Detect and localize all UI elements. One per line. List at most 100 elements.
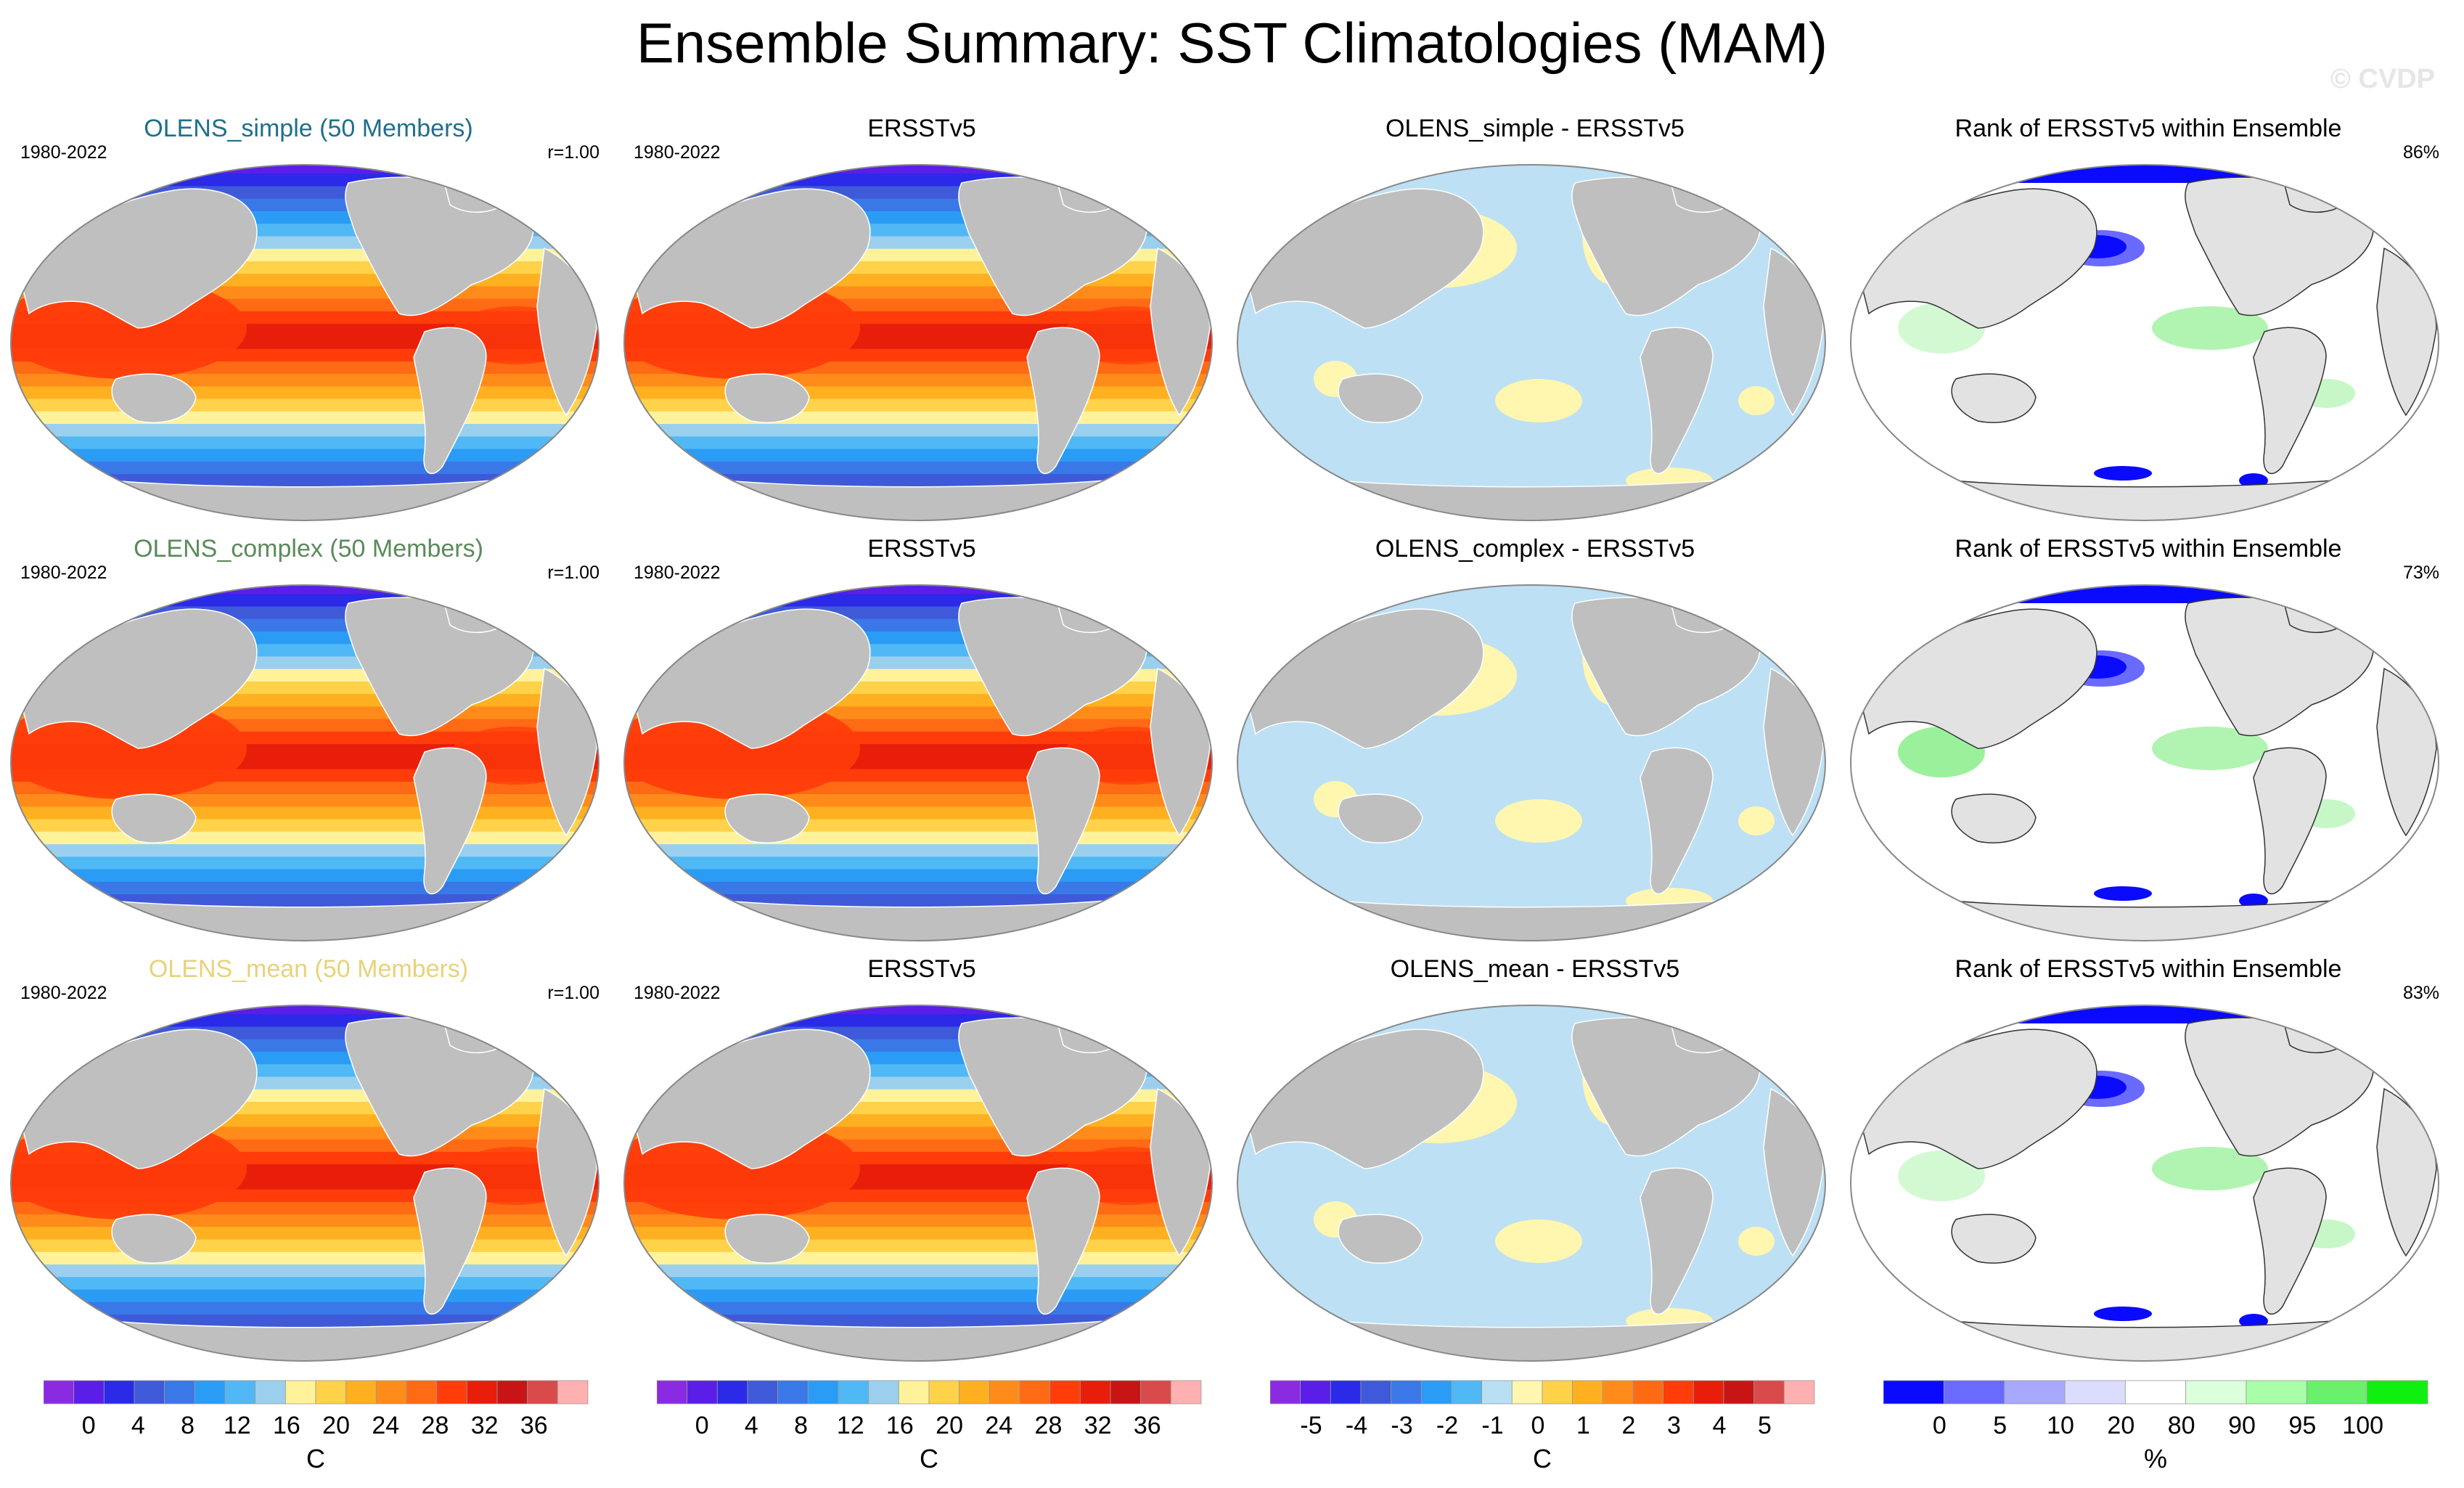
period-label: 1980-2022 xyxy=(20,142,107,163)
colorbar-swatch xyxy=(1632,1380,1664,1405)
colorbar-tick-label: 24 xyxy=(372,1412,399,1439)
colorbar-tick-label: -1 xyxy=(1481,1412,1503,1439)
rank-map xyxy=(1850,584,2439,941)
model-map xyxy=(10,1005,599,1362)
colorbar-swatch xyxy=(838,1380,869,1405)
rank-percent-label: 86% xyxy=(2402,142,2439,163)
colorbar-swatch xyxy=(1360,1380,1392,1405)
map-panel-model-row3: OLENS_mean (50 Members) 1980-2022 r=1.00 xyxy=(7,955,610,1362)
colorbar-swatch xyxy=(2246,1380,2307,1405)
colorbar-tick-label: 80 xyxy=(2168,1412,2195,1439)
colorbar-unit: C xyxy=(920,1444,938,1473)
colorbar-tick-label: 4 xyxy=(745,1412,758,1439)
colorbar-swatch xyxy=(1330,1380,1362,1405)
correlation-label: r=1.00 xyxy=(547,142,599,163)
colorbar-tick-label: 12 xyxy=(837,1412,864,1439)
rank-percent-label: 73% xyxy=(2402,563,2439,583)
colorbar-swatch xyxy=(194,1380,226,1405)
colorbar-swatch xyxy=(959,1380,990,1405)
colorbar-swatch xyxy=(2367,1380,2428,1405)
colorbar-swatch xyxy=(406,1380,438,1405)
colorbar-swatch xyxy=(164,1380,195,1405)
colorbar-tick-label: 16 xyxy=(273,1412,300,1439)
colorbar-swatch xyxy=(103,1380,135,1405)
colorbar-swatch xyxy=(1943,1380,2005,1405)
colorbar-swatch xyxy=(868,1380,899,1405)
panel-title: OLENS_complex (50 Members) xyxy=(134,535,483,563)
map-panel-model-row2: OLENS_complex (50 Members) 1980-2022 r=1.0… xyxy=(7,535,610,941)
colorbar-swatch xyxy=(1269,1380,1301,1405)
colorbar-tick-label: 0 xyxy=(1531,1412,1545,1439)
colorbar-swatch xyxy=(1391,1380,1422,1405)
map-panel-obs-row2: ERSSTv5 1980-2022 xyxy=(621,535,1223,941)
colorbar-swatch xyxy=(1420,1380,1452,1405)
colorbar-swatch xyxy=(255,1380,286,1405)
colorbar-diff: -5 -4 -3 -2 -1 0 1 2 3 4 5 C xyxy=(1269,1379,1851,1488)
colorbar-tick-label: 32 xyxy=(471,1412,499,1439)
colorbar-swatch xyxy=(1300,1380,1331,1405)
colorbar-tick-label: -4 xyxy=(1346,1412,1367,1439)
colorbar-swatch xyxy=(928,1380,960,1405)
colorbar-tick-label: 24 xyxy=(985,1412,1012,1439)
colorbar-swatch xyxy=(285,1380,316,1405)
panel-title: OLENS_complex - ERSSTv5 xyxy=(1375,535,1695,563)
colorbar-swatch xyxy=(1019,1380,1051,1405)
colorbar-unit: C xyxy=(306,1444,325,1473)
colorbar-unit: C xyxy=(1533,1444,1552,1473)
colorbar-swatch xyxy=(1542,1380,1573,1405)
colorbar-swatch xyxy=(2185,1380,2247,1405)
colorbar-swatch xyxy=(898,1380,930,1405)
colorbar-swatch xyxy=(375,1380,407,1405)
colorbar-swatch xyxy=(687,1380,718,1405)
colorbar-tick-label: -5 xyxy=(1300,1412,1322,1439)
map-panel-rank-row3: Rank of ERSSTv5 within Ensemble 83% xyxy=(1847,955,2449,1362)
map-panel-rank-row2: Rank of ERSSTv5 within Ensemble 73% xyxy=(1847,535,2449,941)
colorbar-tick-label: 20 xyxy=(2107,1412,2134,1439)
panel-title: OLENS_mean (50 Members) xyxy=(148,955,469,983)
colorbar-swatch xyxy=(1049,1380,1081,1405)
colorbar-swatch xyxy=(2124,1380,2187,1405)
colorbar-tick-label: 20 xyxy=(936,1412,963,1439)
colorbar-tick-label: 28 xyxy=(422,1412,449,1439)
map-panel-model-row1: OLENS_simple (50 Members) 1980-2022 r=1.00 xyxy=(7,115,610,521)
colorbar-swatch xyxy=(1602,1380,1634,1405)
colorbar-swatch xyxy=(224,1380,256,1405)
correlation-label: r=1.00 xyxy=(547,563,599,583)
colorbar-swatch xyxy=(436,1380,467,1405)
colorbar-swatch xyxy=(1783,1380,1815,1405)
colorbar-swatch xyxy=(1723,1380,1755,1405)
colorbar-swatch xyxy=(134,1380,165,1405)
panel-title: Rank of ERSSTv5 within Ensemble xyxy=(1955,955,2342,983)
colorbar-swatch xyxy=(1663,1380,1694,1405)
colorbar-swatch xyxy=(1753,1380,1785,1405)
colorbar-tick-label: 10 xyxy=(2047,1412,2074,1439)
colorbar-tick-label: 95 xyxy=(2288,1412,2316,1439)
period-label: 1980-2022 xyxy=(634,142,721,163)
colorbar-swatch xyxy=(1693,1380,1724,1405)
colorbar-sst_copy: 0 4 8 12 16 20 24 28 32 36 C xyxy=(656,1379,1237,1488)
colorbar-tick-label: 1 xyxy=(1576,1412,1590,1439)
obs-map xyxy=(623,164,1213,521)
colorbar-tick-label: 16 xyxy=(886,1412,914,1439)
colorbar-tick-label: 0 xyxy=(695,1412,709,1439)
panel-title: Rank of ERSSTv5 within Ensemble xyxy=(1955,115,2342,142)
obs-map xyxy=(623,584,1213,941)
colorbar-swatch xyxy=(747,1380,779,1405)
obs-map xyxy=(623,1005,1213,1362)
rank-map xyxy=(1850,164,2439,521)
colorbar-tick-label: 36 xyxy=(1134,1412,1161,1439)
period-label: 1980-2022 xyxy=(634,563,721,583)
map-panel-diff-row3: OLENS_mean - ERSSTv5 xyxy=(1234,955,1836,1362)
map-panel-obs-row1: ERSSTv5 1980-2022 xyxy=(621,115,1223,521)
rank-map xyxy=(1850,1005,2439,1362)
colorbar-tick-label: 100 xyxy=(2342,1412,2383,1439)
colorbar-tick-label: -2 xyxy=(1436,1412,1458,1439)
colorbar-tick-label: 8 xyxy=(181,1412,195,1439)
colorbar-swatch xyxy=(1110,1380,1142,1405)
colorbar-swatch xyxy=(527,1380,558,1405)
colorbar-tick-label: 5 xyxy=(1993,1412,2007,1439)
colorbar-tick-label: 8 xyxy=(794,1412,808,1439)
rank-percent-label: 83% xyxy=(2402,983,2439,1003)
colorbar-swatch xyxy=(466,1380,498,1405)
model-map xyxy=(10,164,599,521)
